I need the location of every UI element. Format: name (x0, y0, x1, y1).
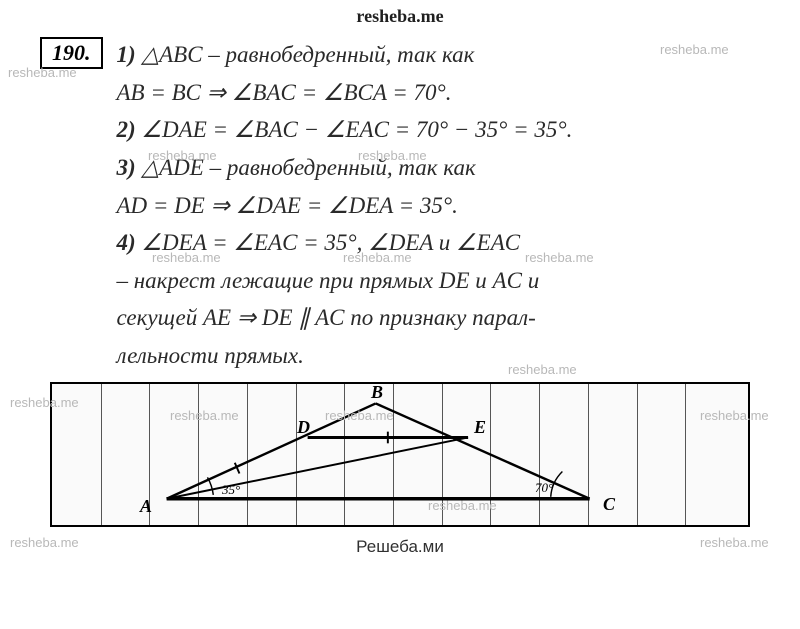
figure-label: E (474, 417, 486, 438)
line-8: секущей AE ⇒ DE ∥ AC по признаку парал- (117, 300, 761, 336)
figure-label: B (371, 382, 383, 403)
line-7: – накрест лежащие при прямых DE и AC и (117, 263, 761, 299)
figure-label: 35° (222, 482, 240, 498)
solution-content: 190. 1) △ABC – равнобедренный, так как A… (0, 33, 800, 376)
line-5: AD = DE ⇒ ∠DAE = ∠DEA = 35°. (117, 188, 761, 224)
line-9: лельности прямых. (117, 338, 761, 374)
geometry-figure: A B C D E 35° 70° (50, 382, 750, 527)
line-2: AB = BC ⇒ ∠BAC = ∠BCA = 70°. (117, 75, 761, 111)
problem-number-box: 190. (40, 37, 103, 69)
figure-label: C (603, 494, 615, 515)
line-3: 2) ∠DAE = ∠BAC − ∠EAC = 70° − 35° = 35°. (117, 112, 761, 148)
line-4: 3) △ADE – равнобедренный, так как (117, 150, 761, 186)
figure-label: A (140, 496, 152, 517)
figure-label: 70° (535, 480, 553, 496)
page-footer: Решеба.ми (0, 527, 800, 557)
line-1: 1) △ABC – равнобедренный, так как (117, 37, 761, 73)
figure-label: D (297, 417, 310, 438)
page-header: resheba.me (0, 0, 800, 33)
line-6: 4) ∠DEA = ∠EAC = 35°, ∠DEA и ∠EAC (117, 225, 761, 261)
